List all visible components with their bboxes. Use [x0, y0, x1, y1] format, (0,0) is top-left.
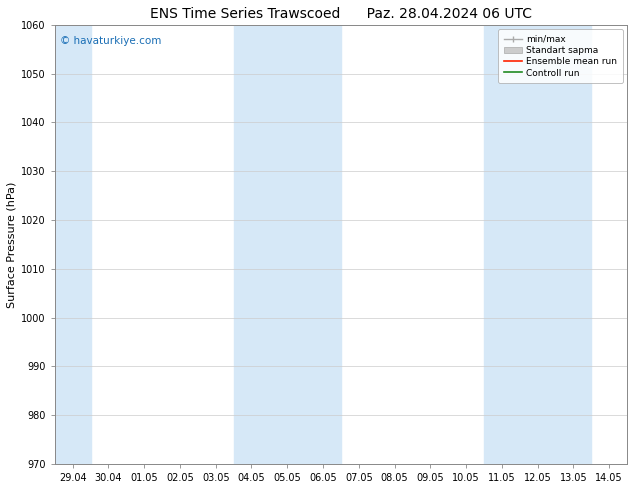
Text: © havaturkiye.com: © havaturkiye.com	[60, 36, 162, 46]
Bar	[233, 25, 341, 464]
Title: ENS Time Series Trawscoed      Paz. 28.04.2024 06 UTC: ENS Time Series Trawscoed Paz. 28.04.202…	[150, 7, 532, 21]
Bar	[484, 25, 592, 464]
Bar	[55, 25, 91, 464]
Legend: min/max, Standart sapma, Ensemble mean run, Controll run: min/max, Standart sapma, Ensemble mean r…	[498, 29, 623, 83]
Y-axis label: Surface Pressure (hPa): Surface Pressure (hPa)	[7, 181, 17, 308]
